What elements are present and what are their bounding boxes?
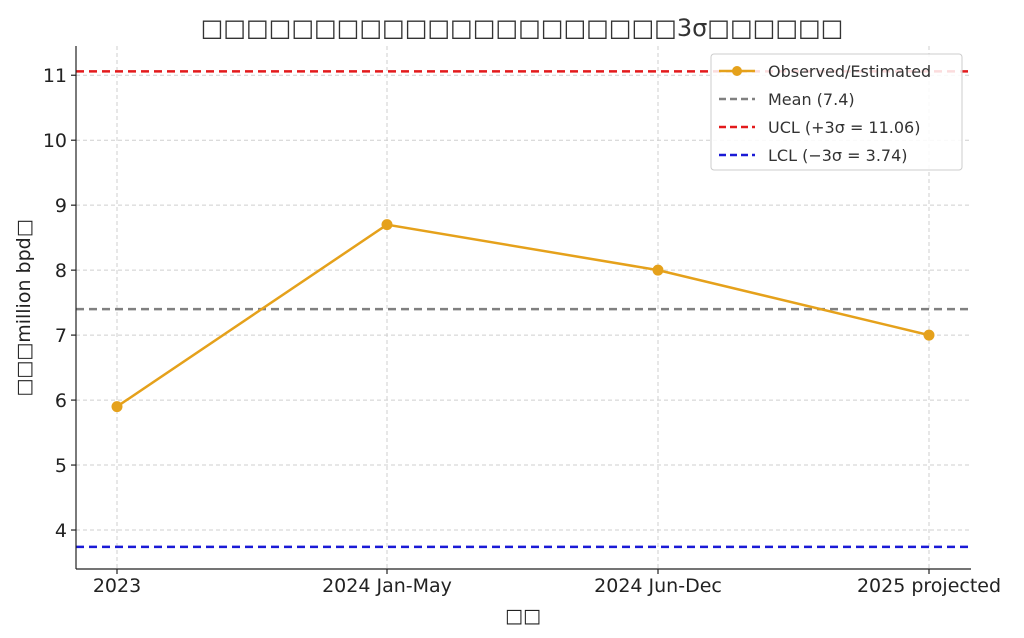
x-ticks: 2023 2024 Jan-May 2024 Jun-Dec 2025 project… <box>93 569 1001 597</box>
data-point-0 <box>111 401 123 413</box>
y-tick-label-4: 8 <box>55 260 67 282</box>
legend-label-2: UCL (+3σ = 11.06) <box>768 118 920 137</box>
y-axis-label: □□□million bpd□ <box>13 219 35 396</box>
x-tick-label-3: 2025 projected <box>857 575 1001 597</box>
axes <box>75 46 971 570</box>
series-layer <box>111 219 935 413</box>
x-tick-label-2: 2024 Jun-Dec <box>594 575 722 597</box>
y-tick-label-2: 6 <box>55 390 67 412</box>
data-point-3 <box>923 329 935 341</box>
y-tick-label-7: 11 <box>43 65 67 87</box>
y-tick-label-6: 10 <box>43 130 67 152</box>
legend-label-3: LCL (−3σ = 3.74) <box>768 146 908 165</box>
y-tick-label-0: 4 <box>55 520 67 542</box>
x-tick-label-1: 2024 Jan-May <box>322 575 452 597</box>
legend-label-1: Mean (7.4) <box>768 90 855 109</box>
data-point-1 <box>381 219 393 231</box>
legend: Observed/Estimated Mean (7.4) UCL (+3σ = 1… <box>710 53 963 171</box>
y-ticks: 4 5 6 7 8 9 10 11 <box>43 65 76 542</box>
y-tick-label-3: 7 <box>55 325 67 347</box>
legend-marker-0 <box>732 66 742 76</box>
chart-title: □□□□□□□□□□□□□□□□□□□□□3σ□□□□□□ <box>201 14 844 42</box>
x-axis-label: □□ <box>505 605 541 627</box>
y-tick-label-5: 9 <box>55 195 67 217</box>
legend-box <box>710 53 963 171</box>
data-point-2 <box>652 264 664 276</box>
y-tick-label-1: 5 <box>55 455 67 477</box>
legend-label-0: Observed/Estimated <box>768 62 931 81</box>
series-line-0 <box>116 223 930 408</box>
x-tick-label-0: 2023 <box>93 575 141 597</box>
